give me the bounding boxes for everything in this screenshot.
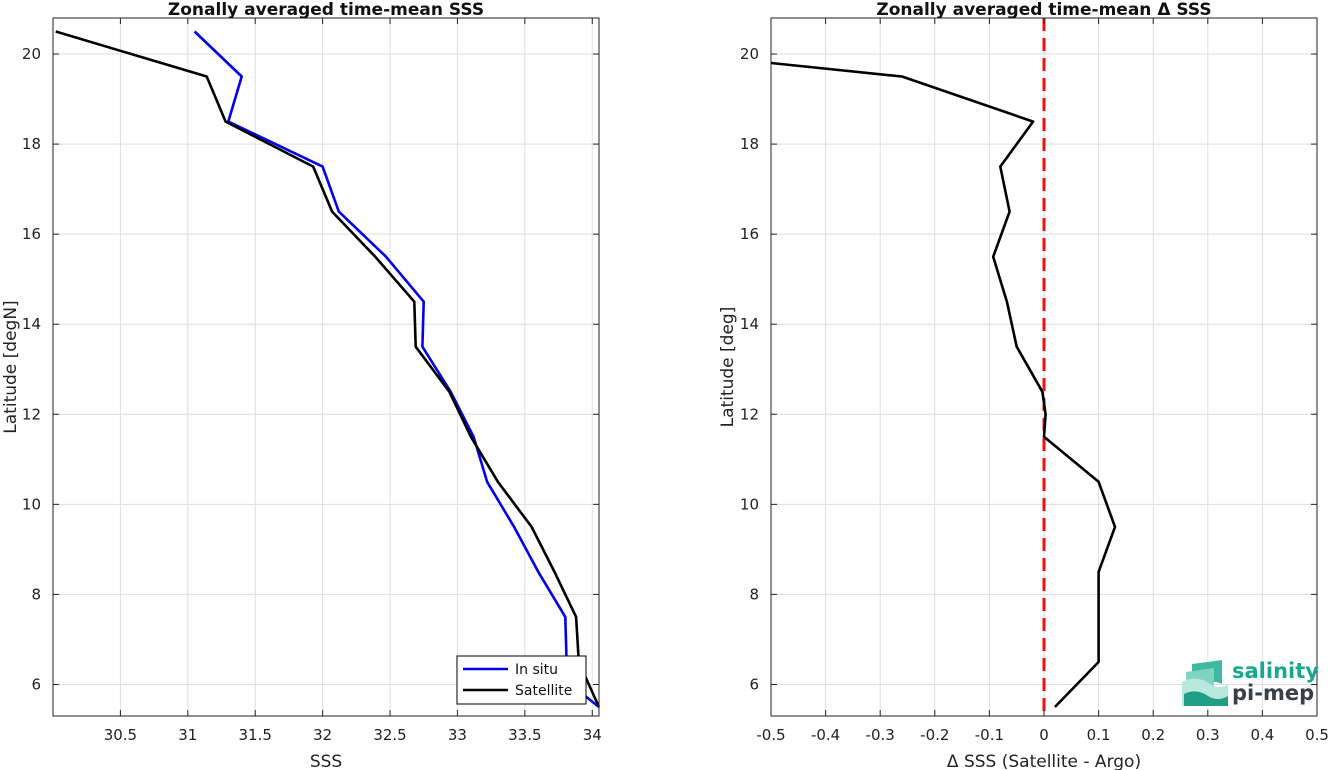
axes-frame xyxy=(52,17,600,717)
y-axis-label: Latitude [degN] xyxy=(1,300,21,433)
y-tick-label: 14 xyxy=(22,315,41,333)
legend-box xyxy=(456,655,587,705)
y-tick-label: 8 xyxy=(31,585,41,603)
y-tick-label: 10 xyxy=(22,495,41,513)
x-axis-label: Δ SSS (Satellite - Argo) xyxy=(947,752,1141,770)
plot-area xyxy=(53,18,599,716)
y-tick-label: 12 xyxy=(22,405,41,423)
sss-panel: 30.5 31 31.5 32 32.5 33 33.5 34 6 8 10 12 14 16 18 20 Zo… xyxy=(1,0,602,770)
x-tick-label: 0.3 xyxy=(1196,726,1220,744)
y-tick-label: 20 xyxy=(740,45,759,63)
logo-line1: salinity xyxy=(1232,659,1319,683)
x-tick-label: 34 xyxy=(583,726,602,744)
x-tick-label: 33.5 xyxy=(508,726,541,744)
x-tick-label: 32.5 xyxy=(373,726,406,744)
wave-logo-icon xyxy=(1182,660,1228,706)
series-line xyxy=(55,30,601,708)
y-tick-label: 16 xyxy=(740,225,759,243)
legend-satellite-label: Satellite xyxy=(515,683,572,699)
x-tick-label: 0 xyxy=(1039,726,1049,744)
y-tick-label: 14 xyxy=(740,315,759,333)
y-tick-label: 6 xyxy=(749,675,759,693)
logo-line2: pi-mep xyxy=(1232,681,1314,705)
x-tick-label: 31.5 xyxy=(239,726,272,744)
x-tick-label: 0.2 xyxy=(1141,726,1165,744)
x-tick-label: -0.1 xyxy=(975,726,1004,744)
legend-insitu-label: In situ xyxy=(515,662,558,678)
x-tick-label: 0.4 xyxy=(1250,726,1274,744)
salinity-logo: salinity pi-mep xyxy=(1182,659,1319,706)
x-tick-label: -0.3 xyxy=(866,726,895,744)
x-tick-label: 0.5 xyxy=(1305,726,1329,744)
y-tick-label: 8 xyxy=(749,585,759,603)
x-tick-label: 31 xyxy=(178,726,197,744)
chart-title: Zonally averaged time-mean Δ SSS xyxy=(876,0,1211,20)
x-tick-label: 0.1 xyxy=(1087,726,1111,744)
x-axis-label: SSS xyxy=(310,752,342,770)
y-tick-label: 12 xyxy=(740,405,759,423)
x-tick-label: 32 xyxy=(313,726,332,744)
y-tick-label: 16 xyxy=(22,225,41,243)
x-tick-label: 33 xyxy=(448,726,467,744)
y-tick-label: 20 xyxy=(22,45,41,63)
y-tick-label: 18 xyxy=(22,135,41,153)
y-axis-label: Latitude [deg] xyxy=(718,307,738,428)
x-tick-label: 30.5 xyxy=(104,726,137,744)
x-tick-label: -0.5 xyxy=(756,726,785,744)
x-tick-label: -0.2 xyxy=(920,726,949,744)
legend: In situ Satellite xyxy=(456,655,587,705)
y-tick-label: 6 xyxy=(31,675,41,693)
y-tick-label: 10 xyxy=(740,495,759,513)
series-line xyxy=(770,61,1117,708)
delta-sss-panel: -0.5 -0.4 -0.3 -0.2 -0.1 0 0.1 0.2 0.3 0.4 0.5 6 8 10… xyxy=(718,0,1329,770)
y-tick-label: 18 xyxy=(740,135,759,153)
x-tick-label: -0.4 xyxy=(811,726,840,744)
chart-title: Zonally averaged time-mean SSS xyxy=(168,0,484,20)
